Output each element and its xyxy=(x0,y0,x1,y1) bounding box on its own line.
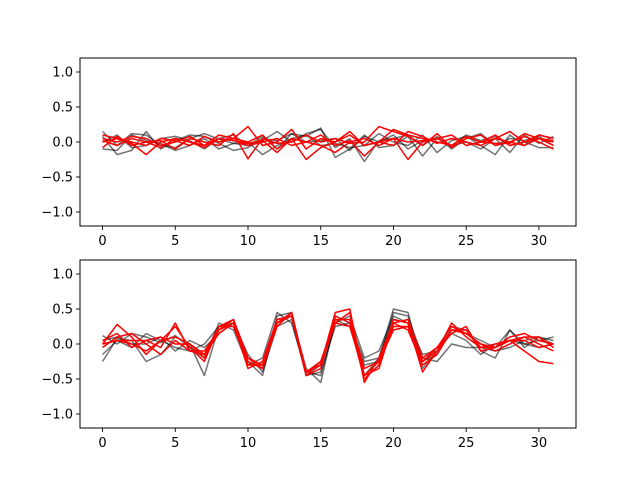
x-tick-label: 10 xyxy=(240,234,257,249)
y-tick-label: 0.5 xyxy=(52,303,73,318)
x-tick-label: 15 xyxy=(312,436,329,451)
x-tick-label: 5 xyxy=(171,234,179,249)
series-line-red-6 xyxy=(102,134,554,161)
x-tick-label: 25 xyxy=(458,234,475,249)
y-tick-label: 1.0 xyxy=(52,66,73,81)
top-subplot: 0 5 10 15 20 25 30 −1.0 −0.5 0.0 0.5 1.0 xyxy=(41,57,577,249)
x-tick-label: 0 xyxy=(98,436,106,451)
x-tick-label: 20 xyxy=(385,234,402,249)
y-tick-label: −1.0 xyxy=(41,206,73,221)
bottom-subplot: 0 5 10 15 20 25 30 −1.0 −0.5 0.0 0.5 1.0 xyxy=(41,259,577,451)
y-tick-label: 0.0 xyxy=(52,136,73,151)
y-tick-label: −1.0 xyxy=(41,408,73,423)
x-tick-label: 30 xyxy=(531,234,548,249)
y-tick-label: 1.0 xyxy=(52,268,73,283)
y-tick-label: 0.5 xyxy=(52,101,73,116)
x-tick-label: 15 xyxy=(312,234,329,249)
series-line-gray-3 xyxy=(102,318,554,377)
x-tick-label: 0 xyxy=(98,234,106,249)
y-tick-label: 0.0 xyxy=(52,338,73,353)
x-tick-label: 30 xyxy=(531,436,548,451)
y-tick-label: −0.5 xyxy=(41,171,73,186)
series-line-red-8 xyxy=(102,132,554,154)
series-line-gray-0 xyxy=(102,128,554,163)
y-tick-label: −0.5 xyxy=(41,373,73,388)
x-tick-label: 20 xyxy=(385,436,402,451)
x-tick-label: 25 xyxy=(458,436,475,451)
x-tick-label: 10 xyxy=(240,436,257,451)
series-line-red-8 xyxy=(102,311,554,377)
x-tick-label: 5 xyxy=(171,436,179,451)
